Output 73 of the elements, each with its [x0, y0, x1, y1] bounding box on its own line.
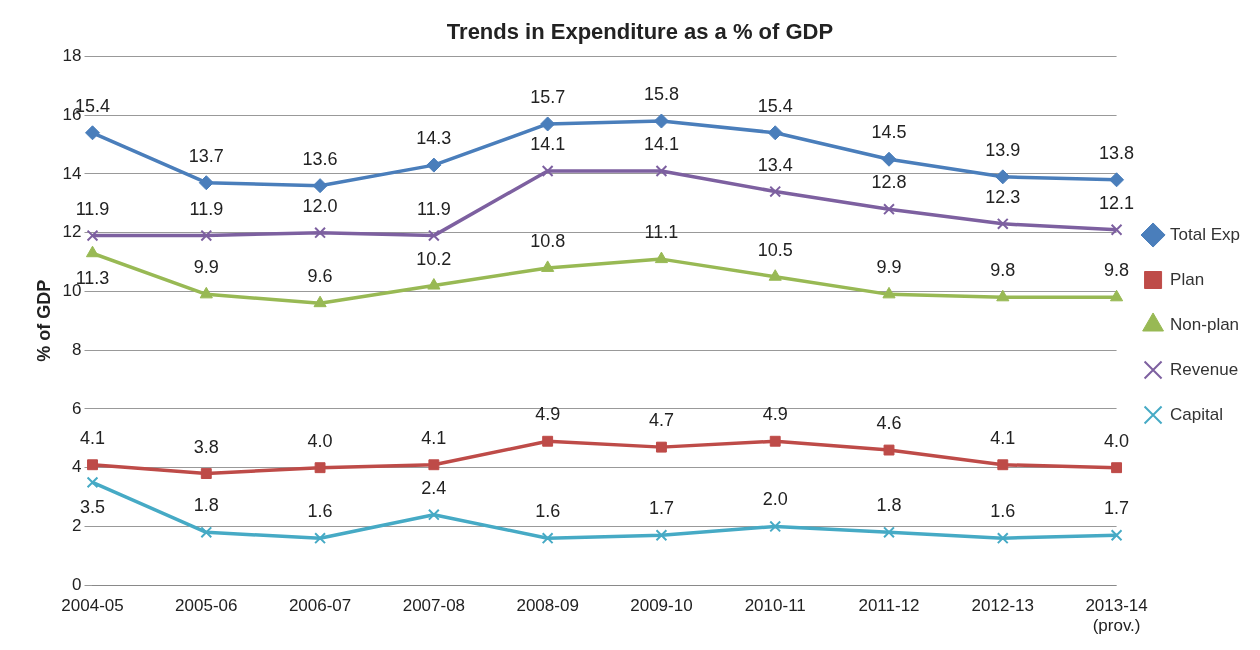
data-label: 1.7 [1104, 498, 1130, 519]
y-tick-label: 12 [62, 222, 82, 242]
data-label: 11.9 [75, 198, 110, 219]
x-tick-label: 2004-05 [61, 596, 124, 616]
data-label: 4.1 [990, 427, 1016, 448]
x-tick-label: 2013-14 (prov.) [1085, 596, 1148, 636]
data-label: 13.8 [1099, 142, 1135, 163]
data-label: 12.8 [871, 172, 907, 193]
y-tick-label: 14 [62, 163, 82, 183]
data-label: 14.3 [416, 128, 452, 149]
data-label: 13.9 [985, 139, 1021, 160]
data-label: 1.6 [990, 501, 1016, 522]
x-tick-label: 2010-11 [744, 596, 806, 616]
data-label: 12.1 [1099, 192, 1135, 213]
data-label: 15.4 [757, 95, 793, 116]
data-label: 14.1 [530, 133, 566, 154]
data-label: 9.8 [990, 260, 1016, 281]
x-tick-label: 2012-13 [971, 596, 1034, 616]
data-label: 11.9 [417, 198, 451, 219]
data-label: 13.4 [757, 154, 793, 175]
y-tick-label: 2 [72, 516, 82, 536]
data-label: 11.1 [644, 222, 679, 243]
data-label: 10.5 [757, 239, 793, 260]
data-label: 15.8 [643, 84, 679, 104]
data-label: 13.6 [302, 148, 338, 169]
data-label: 4.1 [421, 427, 447, 448]
data-label: 12.3 [985, 186, 1021, 207]
legend-label: Revenue [1170, 359, 1239, 379]
data-label: 4.6 [876, 413, 902, 434]
data-label: 10.2 [416, 248, 452, 269]
data-label: 3.5 [79, 497, 106, 518]
data-label: 4.1 [79, 427, 106, 448]
data-label: 1.8 [876, 495, 902, 516]
chart-title: Trends in Expenditure as a % of GDP [446, 19, 834, 45]
data-label: 10.8 [530, 230, 566, 251]
y-tick-label: 18 [62, 46, 82, 66]
y-tick-label: 6 [72, 398, 82, 418]
data-label: 15.7 [530, 86, 566, 107]
x-tick-label: 2011-12 [858, 596, 920, 616]
data-label: 9.6 [307, 266, 333, 287]
legend-label: Plan [1170, 269, 1205, 289]
data-label: 12.0 [302, 195, 338, 216]
data-label: 2.4 [421, 477, 447, 498]
data-label: 1.8 [193, 495, 219, 516]
y-tick-label: 4 [72, 457, 82, 477]
data-label: 9.9 [876, 257, 902, 278]
data-label: 13.7 [188, 145, 224, 166]
data-label: 4.7 [648, 410, 674, 431]
legend-label: Total Exp [1170, 224, 1241, 244]
legend-label: Capital [1170, 404, 1223, 424]
data-label: 3.8 [193, 436, 219, 457]
data-label: 9.9 [193, 257, 219, 278]
y-axis-title: % of GDP [33, 279, 54, 362]
data-label: 1.6 [307, 501, 333, 522]
x-tick-label: 2009-10 [630, 596, 693, 616]
data-label: 1.6 [535, 501, 561, 522]
y-tick-label: 0 [72, 574, 82, 594]
data-label: 11.9 [189, 198, 224, 219]
data-label: 1.7 [648, 498, 674, 519]
data-label: 2.0 [762, 489, 788, 510]
data-label: 4.9 [535, 404, 561, 425]
y-tick-label: 8 [72, 339, 82, 359]
data-label: 4.0 [307, 430, 333, 451]
data-label: 4.9 [762, 404, 788, 425]
data-label: 14.1 [643, 133, 679, 154]
data-label: 9.8 [1104, 260, 1130, 281]
x-tick-label: 2007-08 [402, 596, 466, 616]
data-label: 14.5 [871, 122, 907, 143]
x-tick-label: 2008-09 [516, 596, 579, 616]
x-tick-label: 2005-06 [175, 596, 238, 616]
legend-label: Non-plan [1170, 314, 1240, 334]
data-label: 4.0 [1104, 430, 1130, 451]
x-tick-label: 2006-07 [288, 596, 352, 616]
